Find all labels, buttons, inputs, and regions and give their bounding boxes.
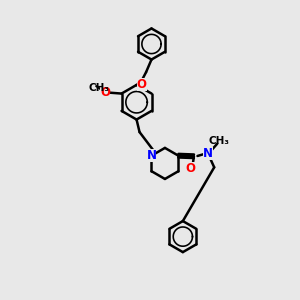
Text: CH₃: CH₃	[88, 83, 109, 94]
Text: N: N	[203, 147, 213, 161]
Text: O: O	[185, 162, 195, 175]
Text: CH₃: CH₃	[208, 136, 229, 146]
Text: N: N	[146, 149, 157, 162]
Text: O: O	[136, 78, 147, 91]
Text: O: O	[100, 86, 110, 99]
